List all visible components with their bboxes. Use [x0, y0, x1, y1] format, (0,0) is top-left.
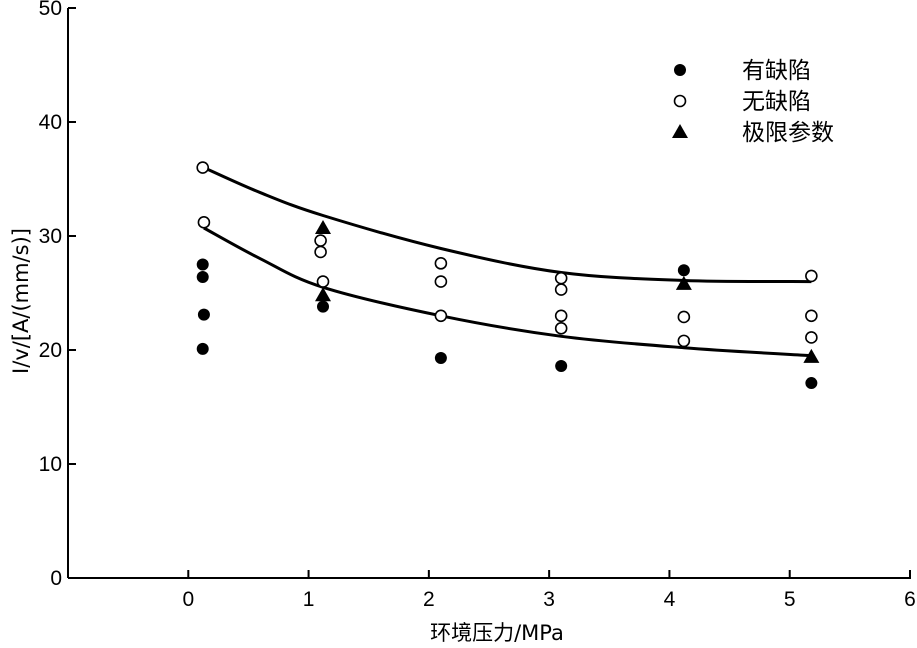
- data-point-series-1: [197, 308, 210, 321]
- x-axis-title: 环境压力/MPa: [430, 621, 564, 645]
- x-tick-label: 6: [904, 588, 916, 611]
- data-point-series-2: [677, 334, 691, 348]
- y-tick-label: 10: [39, 453, 62, 476]
- data-point-series-2: [554, 283, 568, 296]
- data-point-series-1: [805, 377, 818, 390]
- data-point-series-1: [196, 271, 209, 284]
- data-point-series-1: [196, 258, 209, 271]
- y-tick-label: 50: [39, 0, 62, 20]
- data-point-series-2: [196, 161, 210, 174]
- data-point-series-1: [434, 351, 447, 364]
- data-point-series-1: [196, 342, 209, 355]
- x-tick-label: 0: [182, 588, 194, 611]
- data-point-series-2: [434, 275, 448, 288]
- data-point-series-2: [805, 269, 818, 283]
- data-point-series-2: [805, 331, 818, 344]
- data-point-series-3: [803, 348, 820, 363]
- data-point-series-2: [434, 257, 448, 270]
- axis-ticks: 0 10 20 30 40 50 0 1 2 3 4 5 6: [39, 0, 916, 611]
- x-tick-label: 1: [303, 588, 315, 611]
- axes: [67, 8, 911, 579]
- legend-marker-2: [673, 94, 687, 108]
- data-point-series-3: [315, 287, 332, 302]
- y-tick-label: 40: [39, 111, 62, 134]
- data-point-series-1: [555, 359, 568, 372]
- y-tick-label: 30: [39, 225, 62, 248]
- data-points: [196, 161, 820, 390]
- data-point-series-1: [677, 264, 690, 277]
- data-point-series-2: [434, 309, 448, 323]
- data-point-series-2: [554, 271, 568, 285]
- x-tick-label: 5: [784, 588, 796, 611]
- data-point-series-2: [314, 234, 327, 247]
- legend-label-2: 无缺陷: [742, 89, 811, 115]
- fit-curve-2: [203, 226, 812, 358]
- legend-marker-3: [672, 124, 688, 138]
- data-point-series-2: [316, 275, 330, 288]
- fit-curve-1: [203, 166, 812, 284]
- legend-label-1: 有缺陷: [742, 58, 811, 84]
- x-tick-label: 4: [664, 588, 676, 611]
- fit-curves: [203, 166, 812, 358]
- legend-marker-1: [674, 64, 686, 76]
- data-point-series-2: [805, 309, 818, 323]
- data-point-series-2: [554, 309, 568, 323]
- data-point-series-1: [317, 300, 330, 313]
- x-tick-label: 2: [423, 588, 435, 611]
- y-tick-label: 20: [39, 339, 62, 362]
- data-point-series-3: [675, 275, 692, 290]
- data-point-series-2: [677, 310, 691, 324]
- y-tick-label: 0: [50, 567, 62, 590]
- data-point-series-2: [554, 322, 568, 335]
- data-point-series-3: [315, 220, 332, 235]
- legend-label-3: 极限参数: [742, 120, 834, 146]
- y-axis-title: I/v/[A/(mm/s)]: [9, 228, 33, 374]
- data-point-series-2: [197, 216, 211, 229]
- x-tick-label: 3: [543, 588, 555, 611]
- data-point-series-2: [314, 245, 327, 259]
